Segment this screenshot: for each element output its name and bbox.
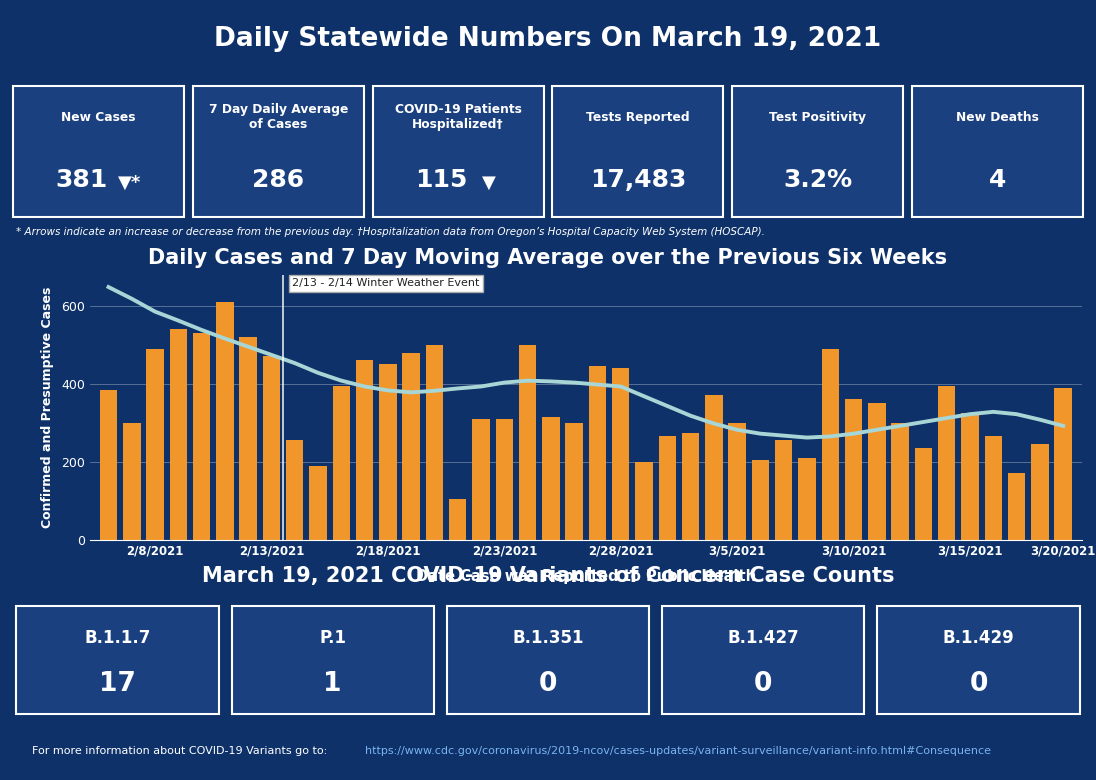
Bar xyxy=(938,386,956,540)
Bar xyxy=(566,423,583,540)
Bar xyxy=(729,423,746,540)
Text: New Cases: New Cases xyxy=(61,111,136,124)
Bar xyxy=(636,462,653,540)
Text: Test Positivity: Test Positivity xyxy=(769,111,866,124)
Text: B.1.427: B.1.427 xyxy=(728,629,799,647)
Bar xyxy=(518,345,536,540)
Bar xyxy=(379,364,397,540)
Text: ▼*: ▼* xyxy=(117,174,141,192)
Text: B.1.429: B.1.429 xyxy=(943,629,1015,647)
Bar xyxy=(425,345,443,540)
Bar xyxy=(402,353,420,540)
Bar xyxy=(589,367,606,540)
Text: 4: 4 xyxy=(989,168,1006,192)
Text: B.1.1.7: B.1.1.7 xyxy=(84,629,150,647)
Text: ▼: ▼ xyxy=(482,174,495,192)
Text: March 19, 2021 COVID-19 Variants of Concern Case Counts: March 19, 2021 COVID-19 Variants of Conc… xyxy=(202,566,894,586)
Bar xyxy=(543,417,560,540)
Bar xyxy=(332,386,350,540)
FancyBboxPatch shape xyxy=(16,605,218,714)
Bar xyxy=(495,419,513,540)
Text: Daily Cases and 7 Day Moving Average over the Previous Six Weeks: Daily Cases and 7 Day Moving Average ove… xyxy=(148,248,948,268)
Text: 381: 381 xyxy=(56,168,107,192)
Bar xyxy=(216,302,233,540)
Text: 0: 0 xyxy=(969,671,987,697)
Text: 3.2%: 3.2% xyxy=(783,168,853,192)
Text: 2/13 - 2/14 Winter Weather Event: 2/13 - 2/14 Winter Weather Event xyxy=(293,278,480,289)
Bar xyxy=(659,436,676,540)
Bar xyxy=(449,499,467,540)
Bar xyxy=(868,403,886,540)
Text: For more information about COVID-19 Variants go to:: For more information about COVID-19 Vari… xyxy=(33,746,328,756)
Bar xyxy=(309,466,327,540)
FancyBboxPatch shape xyxy=(662,605,865,714)
Text: 0: 0 xyxy=(754,671,773,697)
Text: 17: 17 xyxy=(99,671,136,697)
Bar xyxy=(798,458,815,540)
Bar xyxy=(1054,388,1072,540)
Text: 17,483: 17,483 xyxy=(590,168,686,192)
Text: 7 Day Daily Average
of Cases: 7 Day Daily Average of Cases xyxy=(208,104,349,131)
Bar xyxy=(984,436,1002,540)
Text: * Arrows indicate an increase or decrease from the previous day. †Hospitalizatio: * Arrows indicate an increase or decreas… xyxy=(16,228,765,237)
Bar xyxy=(845,399,863,540)
Bar xyxy=(822,349,840,540)
FancyBboxPatch shape xyxy=(193,86,364,217)
Bar xyxy=(915,448,933,540)
Text: P.1: P.1 xyxy=(319,629,346,647)
FancyBboxPatch shape xyxy=(373,86,544,217)
Text: 1: 1 xyxy=(323,671,342,697)
FancyBboxPatch shape xyxy=(231,605,434,714)
Bar xyxy=(1008,473,1025,540)
FancyBboxPatch shape xyxy=(447,605,649,714)
FancyBboxPatch shape xyxy=(552,86,723,217)
FancyBboxPatch shape xyxy=(13,86,184,217)
Bar xyxy=(239,337,256,540)
Text: B.1.351: B.1.351 xyxy=(512,629,584,647)
Bar xyxy=(752,460,769,540)
Text: New Deaths: New Deaths xyxy=(956,111,1039,124)
Bar xyxy=(263,356,281,540)
Bar xyxy=(775,440,792,540)
Bar xyxy=(147,349,163,540)
Text: Tests Reported: Tests Reported xyxy=(586,111,689,124)
Bar xyxy=(612,368,629,540)
Bar xyxy=(472,419,490,540)
Text: COVID-19 Patients
Hospitalized†: COVID-19 Patients Hospitalized† xyxy=(395,104,522,131)
FancyBboxPatch shape xyxy=(912,86,1083,217)
Bar xyxy=(891,423,909,540)
Bar xyxy=(170,329,187,540)
FancyBboxPatch shape xyxy=(878,605,1080,714)
Bar xyxy=(193,333,210,540)
Bar xyxy=(100,390,117,540)
Text: Daily Statewide Numbers On March 19, 2021: Daily Statewide Numbers On March 19, 202… xyxy=(215,27,881,52)
Text: 286: 286 xyxy=(252,168,305,192)
Bar xyxy=(961,413,979,540)
Text: 115: 115 xyxy=(415,168,467,192)
Text: https://www.cdc.gov/coronavirus/2019-ncov/cases-updates/variant-surveillance/var: https://www.cdc.gov/coronavirus/2019-nco… xyxy=(365,746,992,756)
Bar xyxy=(123,423,140,540)
X-axis label: Date Case was Reported to Public Health: Date Case was Reported to Public Health xyxy=(415,569,756,583)
Bar xyxy=(1031,445,1049,540)
Bar xyxy=(705,395,722,540)
Bar xyxy=(682,432,699,540)
Bar xyxy=(286,440,304,540)
Bar xyxy=(356,360,374,540)
Y-axis label: Confirmed and Presumptive Cases: Confirmed and Presumptive Cases xyxy=(42,286,54,528)
FancyBboxPatch shape xyxy=(732,86,903,217)
Text: 0: 0 xyxy=(539,671,557,697)
